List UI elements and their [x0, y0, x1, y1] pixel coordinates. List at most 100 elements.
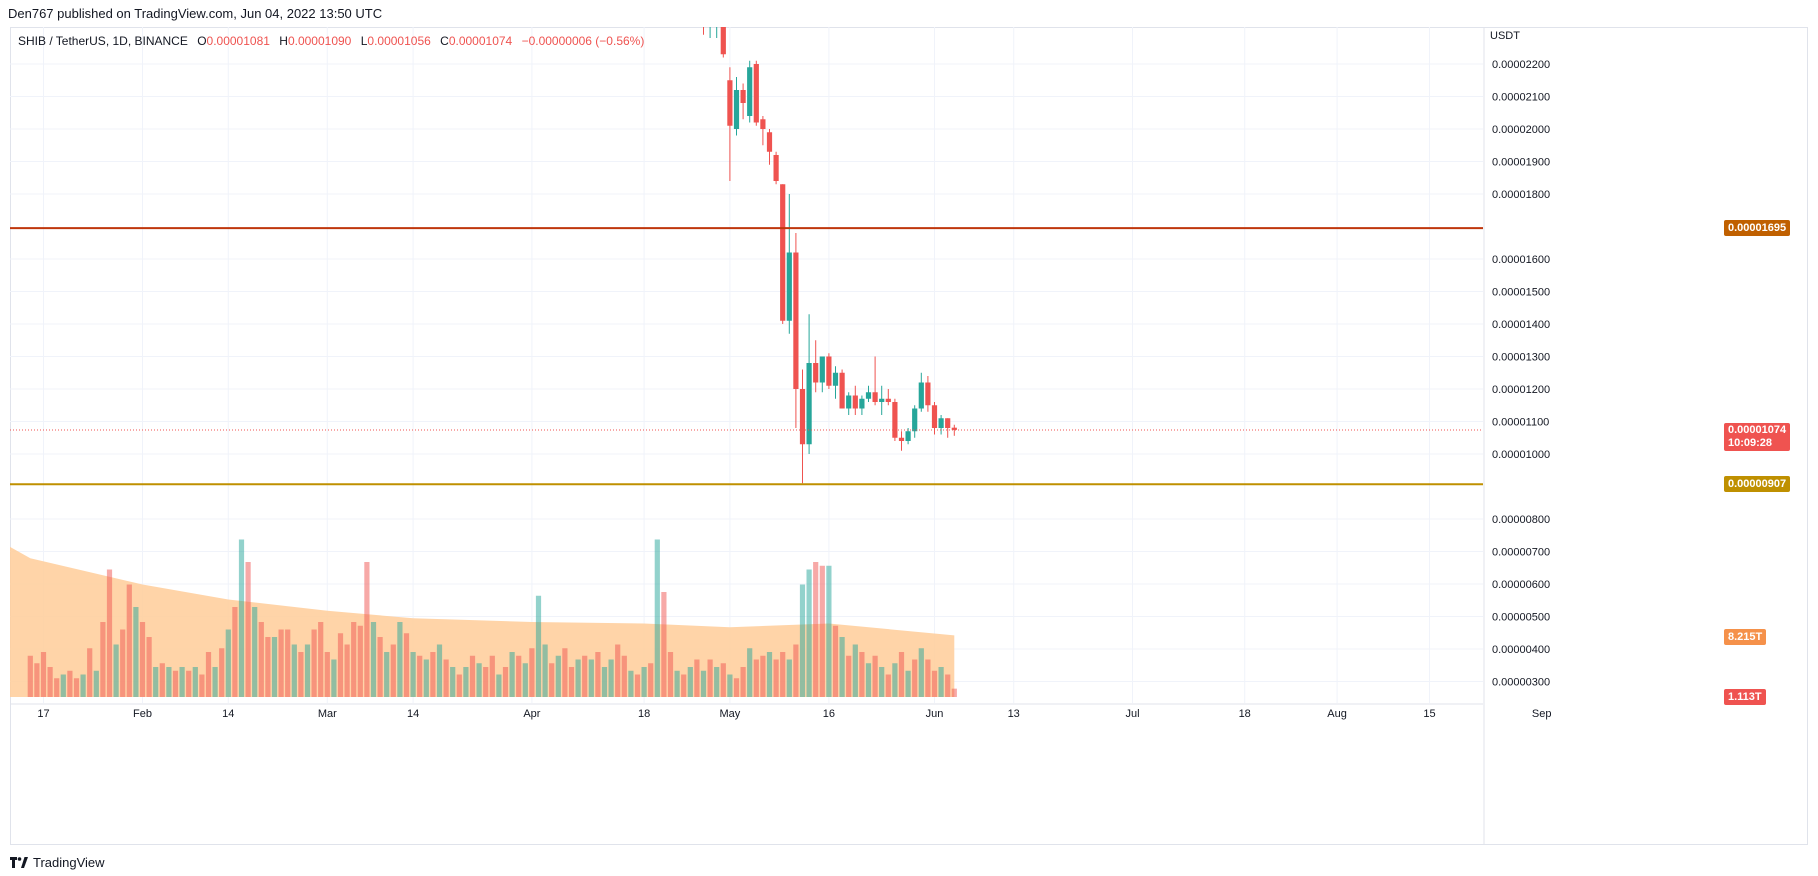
symbol-name[interactable]: SHIB / TetherUS, 1D, BINANCE [18, 34, 188, 48]
low-label: L [360, 34, 368, 48]
candle-body [747, 67, 753, 116]
tradingview-logo-icon[interactable] [10, 856, 28, 868]
volume-bar [555, 655, 561, 697]
volume-bar [951, 688, 957, 697]
volume-bar [615, 644, 621, 697]
resistance-price-tag: 0.00001695 [1724, 220, 1791, 237]
volume-bar [575, 659, 581, 697]
time-tick-label: Aug [1327, 708, 1347, 720]
horizontal-lines [10, 227, 1483, 486]
volume-bar [463, 667, 469, 697]
volume-bar [199, 674, 205, 697]
candle-body [727, 80, 733, 126]
candle-body [852, 395, 858, 409]
price-tick-label: 0.00002100 [1492, 92, 1550, 104]
price-tick-label: 0.00000800 [1492, 514, 1550, 526]
volume-bar [859, 652, 865, 697]
candle-body [872, 392, 878, 402]
tradingview-brand[interactable]: TradingView [33, 854, 105, 870]
candle-body [951, 427, 957, 430]
volume-bar [417, 655, 423, 697]
close-label: C [440, 34, 449, 48]
volume-bar [54, 678, 60, 697]
volume-bar [793, 644, 799, 697]
candle-body [859, 398, 865, 409]
volume-bar [799, 584, 806, 697]
time-tick-label: Mar [318, 708, 337, 720]
candle-body [733, 90, 740, 129]
volume-bar [628, 670, 634, 697]
volume-bar [681, 674, 687, 697]
volume-bar [351, 622, 357, 697]
time-tick-label: 14 [222, 708, 234, 720]
volume-bar [285, 629, 291, 697]
volume-bar [298, 652, 304, 697]
candle-body [773, 155, 779, 181]
volume-bar [813, 562, 819, 697]
price-tick-label: 0.00001900 [1492, 157, 1550, 169]
candle-body [898, 437, 905, 441]
candle-body [826, 356, 832, 386]
volume-bar [852, 644, 858, 697]
time-tick-label: 13 [1008, 708, 1020, 720]
volume-bar [714, 667, 720, 697]
volume-bar [568, 667, 575, 697]
volume-bar [139, 622, 146, 697]
volume-bar [727, 674, 733, 697]
volume-bar [172, 670, 179, 697]
volume-bar [740, 667, 746, 697]
time-tick-label: Sep [1532, 708, 1552, 720]
volume-bar [898, 652, 905, 697]
volume-bar [918, 648, 924, 697]
volume-bar [945, 674, 951, 697]
volume-bar [179, 667, 185, 697]
volume-bar [667, 652, 674, 697]
volume-bar [601, 667, 608, 697]
time-tick-label: 18 [1239, 708, 1251, 720]
time-tick-label: 17 [37, 708, 49, 720]
volume-bar [113, 644, 119, 697]
volume-bar [846, 655, 852, 697]
volume-bar [443, 659, 449, 697]
volume-bars [10, 539, 957, 697]
time-tick-label: May [720, 708, 741, 720]
volume-bar [634, 674, 641, 697]
volume-bar [245, 562, 251, 697]
volume-bar [529, 648, 535, 697]
chart-frame[interactable] [10, 27, 1808, 845]
volume-bar [106, 569, 113, 697]
volume-bar [87, 648, 93, 697]
volume-bar [318, 622, 324, 697]
volume-bar [687, 667, 693, 697]
volume-bar [476, 663, 482, 697]
candle-body [714, 12, 719, 25]
candle-body [925, 382, 931, 406]
volume-bar [806, 569, 812, 697]
time-tick-label: Feb [133, 708, 152, 720]
volume-bar [469, 655, 476, 697]
volume-bar [925, 659, 931, 697]
price-tick-label: 0.00000500 [1492, 612, 1550, 624]
volume-bar [766, 652, 773, 697]
volume-bar [786, 659, 792, 697]
volume-bar [562, 648, 568, 697]
volume-bar [450, 667, 456, 697]
candle-body [879, 398, 885, 402]
price-tick-label: 0.00000700 [1492, 547, 1550, 559]
close-value: 0.00001074 [448, 34, 513, 48]
volume-bar [832, 625, 839, 697]
candle-body [912, 408, 918, 432]
volume-bar [384, 652, 390, 697]
volume-bar [357, 625, 363, 697]
price-tick-label: 0.00001100 [1492, 417, 1549, 429]
volume-bar [80, 674, 86, 697]
volume-bar [219, 648, 225, 697]
volume-bar [595, 652, 601, 697]
price-tick-label: 0.00001800 [1492, 189, 1550, 201]
volume-bar [621, 655, 627, 697]
price-tick-label: 0.00001200 [1492, 384, 1550, 396]
volume-bar [311, 629, 317, 697]
candle-body [885, 398, 891, 402]
volume-bar [496, 674, 502, 697]
